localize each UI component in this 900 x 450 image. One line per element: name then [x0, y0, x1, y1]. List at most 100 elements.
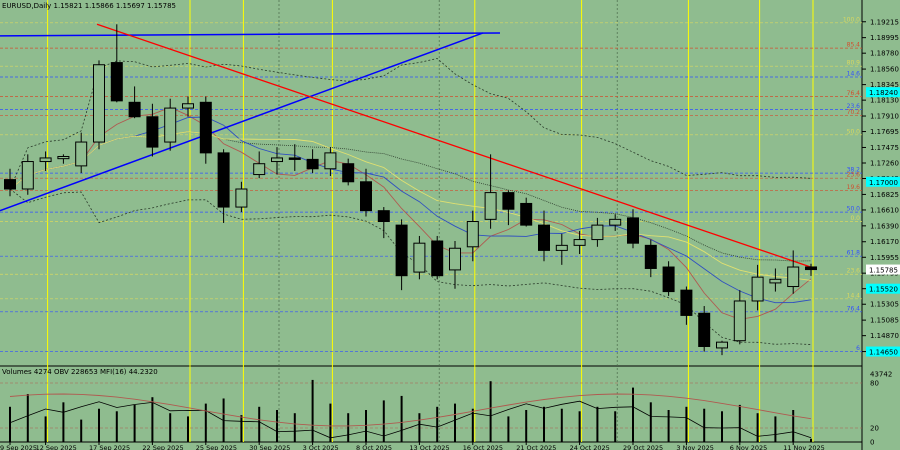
fibonacci-levels: 100.085.480.914.676.423.670.250.038.223.…	[0, 16, 862, 352]
candle-body	[93, 64, 105, 143]
candle-body	[787, 266, 800, 288]
date-tick-label: 30 Sep 2025	[249, 444, 290, 450]
price-axis: 1.19215 1.18995 1.18780 1.18560 1.18345 1.181…	[862, 18, 900, 357]
indicator-lines	[9, 58, 812, 345]
candle-body	[520, 202, 533, 226]
fib-level-label: 23.6	[847, 172, 861, 179]
date-tick-label: 8 Oct 2025	[356, 444, 392, 450]
ma-slow-line	[9, 131, 812, 281]
volume-axis-label: 43742	[870, 371, 892, 379]
price-tick-label: 1.16825	[870, 191, 899, 199]
indicator-header: Volumes 4274 OBV 228653 MFI(16) 44.2320	[2, 368, 158, 376]
blue-horizontal-trendline	[0, 32, 501, 37]
date-tick-label: 9 Sep 2025	[0, 444, 37, 450]
fib-level-label: 85.4	[847, 42, 861, 49]
candle-body	[271, 157, 283, 163]
candle-body	[146, 116, 159, 148]
volume-axis-label: 80	[870, 380, 879, 388]
obv-line	[9, 400, 812, 439]
candle-body	[395, 224, 408, 277]
price-highlight-box	[866, 264, 900, 275]
candle-body	[538, 224, 550, 251]
date-tick-label: 22 Sep 2025	[142, 444, 183, 450]
red-falling-trendline	[96, 23, 816, 270]
candle-body	[4, 179, 16, 190]
date-tick-label: 25 Sep 2025	[196, 444, 237, 450]
price-tick-label: 1.19215	[870, 18, 899, 26]
fib-level-label: 50.0	[847, 128, 861, 135]
price-highlight-label: 1.18240	[869, 89, 898, 97]
price-tick-label: 1.17260	[870, 159, 899, 167]
fib-level-label: 23.6	[847, 268, 861, 275]
symbol-header: EURUSD,Daily 1.15821 1.15866 1.15697 1.1…	[2, 2, 176, 10]
fib-level-label: 80.9	[847, 60, 861, 67]
fib-level-label: 14.4	[847, 292, 861, 299]
candle-body	[57, 155, 70, 160]
candle-body	[484, 192, 497, 220]
price-tick-label: 1.17910	[870, 113, 899, 121]
price-tick-label: 1.16390	[870, 222, 899, 230]
price-tick-label: 1.15955	[870, 254, 899, 262]
candle-body	[360, 181, 372, 212]
date-tick-label: 12 Sep 2025	[36, 444, 77, 450]
fib-level-label: 19.6	[847, 184, 861, 191]
date-tick-label: 13 Oct 2025	[409, 444, 449, 450]
fib-level-label: 61.8	[847, 250, 861, 257]
price-highlight-label: 1.14650	[869, 349, 898, 357]
candle-body	[377, 210, 390, 223]
candle-body	[555, 244, 568, 251]
date-tick-label: 29 Oct 2025	[623, 444, 663, 450]
candle-body	[128, 101, 141, 118]
fib-level-label: 50.0	[847, 206, 861, 213]
price-tick-label: 1.18780	[870, 50, 899, 58]
price-tick-label: 1.16610	[870, 206, 899, 214]
candle-body	[609, 218, 622, 226]
ma-medium-line	[9, 116, 812, 304]
fib-level-label: 70.2	[847, 109, 861, 116]
price-highlight-box	[866, 346, 900, 357]
candle-body	[502, 192, 515, 210]
blue-rising-trendline	[0, 32, 484, 212]
candle-body	[182, 103, 194, 109]
candle-body	[644, 244, 657, 269]
price-highlight-label: 1.15785	[869, 267, 898, 275]
price-highlight-box	[866, 283, 900, 294]
price-highlight-box	[866, 176, 900, 187]
candle-body	[466, 221, 479, 248]
candle-body	[235, 188, 248, 208]
lower-band-line	[9, 188, 812, 345]
candle-body	[110, 62, 123, 102]
price-tick-label: 1.17695	[870, 128, 899, 136]
price-highlight-box	[866, 87, 900, 98]
date-tick-label: 24 Oct 2025	[570, 444, 610, 450]
candle-body	[75, 141, 88, 167]
price-highlight-label: 1.17000	[869, 179, 898, 187]
fib-level-label: 23.6	[847, 103, 861, 110]
ma-fast-line	[9, 107, 812, 320]
candle-body	[164, 107, 177, 143]
date-tick-label: 3 Nov 2025	[676, 444, 714, 450]
date-tick-label: 3 Oct 2025	[303, 444, 339, 450]
candle-body	[288, 157, 301, 160]
candle-body	[324, 152, 337, 170]
price-tick-label: 1.18560	[870, 66, 899, 74]
fib-level-label: 38.2	[847, 167, 861, 174]
volume-axis-label: 20	[870, 425, 879, 433]
fib-level-label: 14.6	[847, 71, 861, 78]
candle-body	[306, 158, 319, 170]
candle-body	[805, 266, 817, 271]
fib-level-label: 6	[856, 345, 860, 352]
price-tick-label: 1.18130	[870, 97, 899, 105]
candle-body	[413, 242, 426, 273]
fib-level-label: 0.0	[850, 215, 860, 222]
trend-lines	[0, 23, 816, 270]
mfi-line	[9, 393, 812, 427]
candle-body	[751, 276, 764, 302]
price-tick-label: 1.16170	[870, 238, 899, 246]
date-tick-label: 6 Nov 2025	[730, 444, 768, 450]
volume-axis-label: 0	[870, 439, 874, 447]
date-tick-label: 21 Oct 2025	[516, 444, 556, 450]
candle-body	[573, 239, 586, 246]
candle-body	[342, 163, 355, 183]
